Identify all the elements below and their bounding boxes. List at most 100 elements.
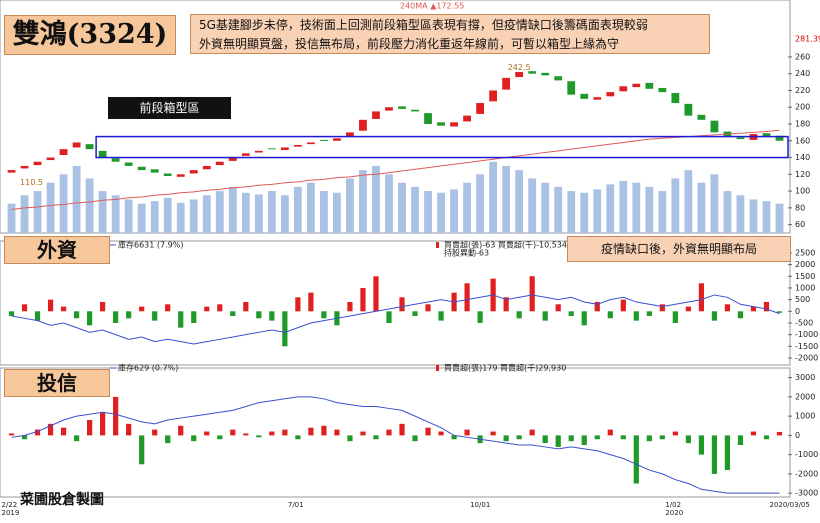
flow-bar <box>321 425 327 436</box>
volume-bar <box>463 182 471 233</box>
box-label: 前段箱型區 <box>108 97 231 119</box>
flow-bar <box>698 435 704 455</box>
legend: 持股異動-63 <box>444 248 489 258</box>
y-tick-label: 2000 <box>795 392 815 401</box>
flow-bar <box>685 306 691 312</box>
y-tick-label: 1500 <box>795 272 815 281</box>
volume-bar <box>372 165 380 233</box>
y-tick-label: 2500 <box>795 248 815 257</box>
volume-bar <box>502 165 511 233</box>
flow-bar <box>308 427 314 436</box>
flow-bar <box>34 311 41 321</box>
candle <box>189 170 198 174</box>
flow-bar <box>321 311 327 319</box>
volume-bar <box>528 178 537 233</box>
flow-bar <box>659 435 665 440</box>
candle <box>241 153 250 156</box>
flow-bar <box>295 297 301 312</box>
flow-bar <box>633 435 639 484</box>
y-tick-label: -1000 <box>795 450 818 459</box>
volume-bar <box>346 178 354 233</box>
flow-bar <box>386 311 392 323</box>
volume-bar <box>72 165 81 233</box>
flow-bar <box>698 283 704 312</box>
candle <box>320 139 328 141</box>
volume-bar <box>254 194 263 233</box>
volume-bar <box>749 199 758 233</box>
holding-line <box>11 396 780 494</box>
candle <box>593 97 602 100</box>
flow-bar <box>490 431 496 436</box>
flow-bar <box>87 311 93 326</box>
flow-bar <box>8 433 15 436</box>
volume-bar <box>658 191 667 233</box>
panel-label: 外資 <box>4 236 110 264</box>
flow-bar <box>412 311 418 316</box>
flow-bar <box>737 435 744 446</box>
volume-bar <box>437 192 445 233</box>
candle <box>424 113 432 124</box>
flow-bar <box>165 304 171 312</box>
flow-bar <box>594 435 600 440</box>
flow-bar <box>555 304 561 312</box>
flow-bar <box>711 311 718 321</box>
y-tick-label: 140 <box>795 153 810 162</box>
legend-swatch <box>436 242 439 248</box>
y-tick-label: 180 <box>795 120 810 129</box>
volume-bar <box>20 195 29 233</box>
candle <box>567 81 576 95</box>
flow-bar <box>568 435 574 442</box>
candle <box>411 109 419 112</box>
y-tick-label: 3000 <box>795 373 815 382</box>
y-tick-label: 80 <box>795 203 805 212</box>
volume-bar <box>541 182 550 233</box>
volume-bar <box>150 201 159 233</box>
flow-bar <box>659 304 665 312</box>
flow-bar <box>373 435 379 440</box>
candle <box>254 150 263 153</box>
candle <box>710 120 719 133</box>
flow-bar <box>412 435 418 442</box>
flow-bar <box>516 311 522 319</box>
volume-bar <box>593 189 602 233</box>
candle <box>346 132 354 137</box>
flow-bar <box>269 431 275 436</box>
candle <box>619 86 628 92</box>
flow-bar <box>763 301 770 312</box>
volume-bar <box>606 184 615 233</box>
y-tick-label: 2000 <box>795 260 815 269</box>
flow-bar <box>178 311 184 328</box>
flow-bar <box>451 435 457 440</box>
flow-bar <box>607 311 613 319</box>
flow-bar <box>529 276 535 312</box>
y-tick-label: 240 <box>795 69 810 78</box>
flow-bar <box>542 435 548 444</box>
flow-bar <box>750 306 757 312</box>
y-tick-label: 220 <box>795 86 810 95</box>
candle <box>658 87 667 93</box>
candle <box>554 76 563 81</box>
flow-bar <box>191 435 197 442</box>
flow-bar <box>425 304 431 312</box>
flow-bar <box>73 311 80 319</box>
flow-bar <box>373 276 379 312</box>
volume-bar <box>411 186 419 233</box>
y-tick-label: 0 <box>795 307 800 316</box>
volume-bar <box>46 182 55 233</box>
candle <box>33 161 42 166</box>
flow-bar <box>60 306 67 312</box>
flow-bar <box>672 311 678 323</box>
volume-bar <box>567 191 576 233</box>
annotation: 5G基建腳步未停，技術面上回測前段箱型區表現有撐，但疫情缺口後籌碼面表現較弱 外… <box>190 14 710 54</box>
flow-bar <box>711 435 718 474</box>
flow-bar <box>737 311 744 319</box>
candle <box>671 92 680 104</box>
volume-bar <box>241 192 250 233</box>
candle <box>280 147 289 150</box>
candle <box>20 165 29 169</box>
flow-bar <box>607 429 613 436</box>
volume-bar <box>202 195 211 233</box>
y-tick-label: -2000 <box>795 469 818 478</box>
volume-bar <box>489 161 498 233</box>
flow-bar <box>152 311 158 321</box>
